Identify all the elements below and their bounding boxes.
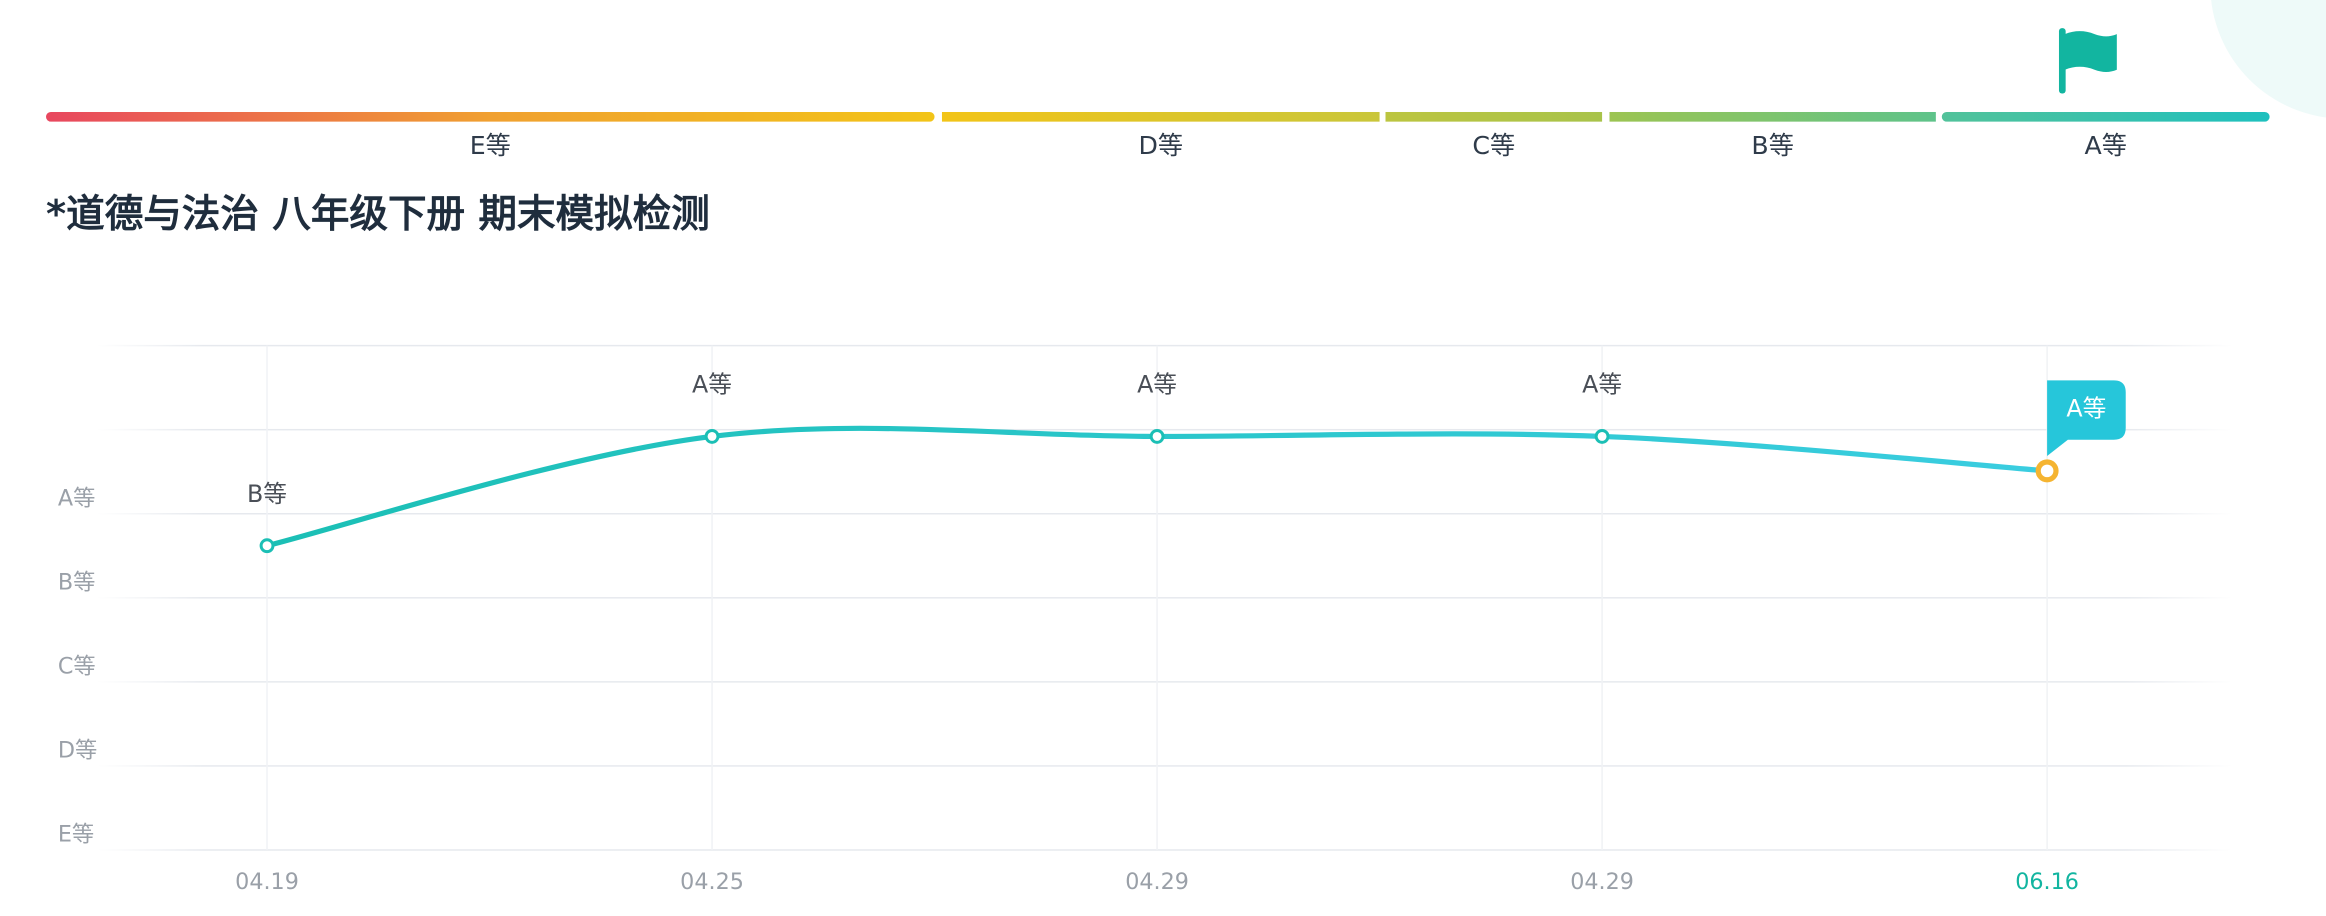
grade-label: C等 [1472,131,1515,160]
grade-label: D等 [1138,131,1183,160]
grid-line [96,513,2233,515]
grid-line [96,428,2233,431]
decor-circle [2211,0,2326,118]
x-tick-label: 04.19 [235,869,299,895]
grid-line [96,681,2233,683]
grade-label: A等 [2084,131,2126,160]
data-point [1149,428,1165,444]
y-tick-label: C等 [58,654,96,680]
data-label: A等 [1137,370,1177,398]
x-tick-label: 04.29 [1570,869,1634,895]
x-tick-label: 06.16 [2015,869,2079,895]
grid-line [96,597,2233,599]
data-point [704,428,720,444]
y-tick-label: E等 [58,822,94,848]
grade-segment [1609,111,1936,122]
y-tick-label: D等 [58,738,97,764]
y-tick-label: A等 [58,485,95,511]
tooltip-label: A等 [2066,395,2106,423]
chart-title: *道德与法治 八年级下册 期末模拟检测 [46,192,710,237]
data-point [259,538,275,554]
grade-segment [1941,111,2270,122]
grade-label: B等 [1751,131,1794,160]
data-label: A等 [1582,370,1622,398]
highlight-point [2035,459,2059,483]
grade-segment [941,111,1380,122]
x-tick-label: 04.29 [1125,869,1189,895]
data-label: A等 [692,370,732,398]
grade-segment [1385,111,1603,122]
y-tick-label: B等 [58,569,96,595]
grade-label: E等 [470,131,511,160]
x-tick-label: 04.25 [680,869,744,895]
grid-line [96,344,2233,347]
data-point [1594,428,1610,444]
grid-line [96,765,2233,767]
flag-icon [2058,28,2117,94]
tooltip [2047,380,2126,457]
grade-segment [45,111,935,122]
grid-line [96,849,2233,851]
data-label: B等 [247,480,287,508]
